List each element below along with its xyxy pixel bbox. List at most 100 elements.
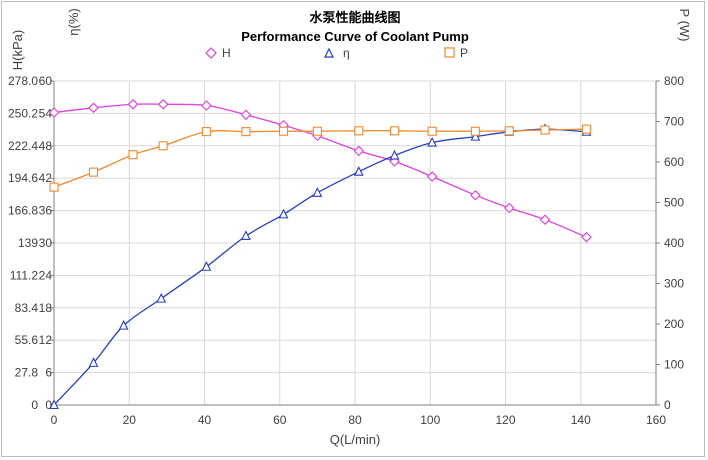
series-line-eta: [53, 128, 587, 406]
data-point-p: [354, 126, 364, 136]
p-tick-label: 100: [664, 358, 684, 372]
legend-label-h: H: [222, 46, 231, 60]
data-point-eta: [353, 165, 364, 176]
data-point-p: [540, 125, 550, 135]
x-tick-label: 160: [646, 413, 666, 427]
eta-tick-label: 6: [45, 366, 52, 380]
x-tick-label: 0: [51, 413, 58, 427]
eta-tick-label: 18: [39, 301, 53, 315]
h-tick-label: 27.8: [15, 366, 39, 380]
p-tick-label: 600: [664, 155, 684, 169]
h-tick-label: 55.6: [15, 333, 39, 347]
eta-tick-label: 60: [39, 74, 53, 88]
eta-tick-label: 12: [39, 333, 53, 347]
p-tick-label: 400: [664, 236, 684, 250]
legend-item-eta: η: [324, 46, 350, 60]
data-point-eta: [156, 292, 167, 303]
data-point-eta: [118, 319, 129, 330]
x-tick-label: 120: [495, 413, 515, 427]
data-point-eta: [49, 399, 59, 410]
data-point-eta: [240, 230, 251, 241]
data-point-p: [49, 182, 59, 192]
y-axis-label-h: H(kPa): [10, 30, 25, 70]
eta-tick-label: 24: [39, 268, 53, 282]
h-tick-label: 166.8: [8, 204, 38, 218]
x-tick-label: 60: [273, 413, 287, 427]
data-point-eta: [427, 136, 438, 147]
y-axis-label-p: P (W): [677, 9, 692, 42]
data-point-p: [504, 126, 514, 136]
axes: [50, 80, 660, 406]
data-point-p: [128, 150, 138, 160]
data-point-h: [426, 171, 438, 182]
p-tick-label: 500: [664, 196, 684, 210]
data-point-h: [88, 102, 99, 114]
data-point-eta: [470, 130, 481, 141]
legend-marker-eta: [324, 47, 334, 58]
data-point-eta: [201, 261, 212, 271]
data-point-p: [241, 127, 251, 137]
data-point-p: [581, 124, 591, 134]
h-tick-label: 139: [18, 236, 38, 250]
grid: [54, 80, 656, 405]
h-tick-label: 278.0: [8, 74, 38, 88]
data-point-h: [353, 145, 365, 157]
eta-tick-label: 36: [39, 204, 53, 218]
legend: H η P: [205, 46, 468, 60]
h-tick-label: 250.2: [8, 106, 38, 120]
data-point-h: [48, 107, 60, 118]
data-point-p: [201, 127, 211, 137]
data-point-eta: [88, 357, 99, 367]
eta-tick-label: 42: [39, 171, 53, 185]
data-point-p: [470, 126, 480, 136]
p-tick-label: 300: [664, 277, 684, 291]
data-point-h: [201, 100, 212, 111]
data-point-p: [88, 167, 99, 177]
data-point-h: [389, 156, 400, 167]
data-point-h: [581, 231, 592, 243]
eta-tick-label: 48: [39, 139, 53, 153]
h-tick-label: 83.4: [15, 301, 39, 315]
h-tick-label: 111.2: [10, 268, 39, 282]
chart-title: 水泵性能曲线图: [309, 10, 400, 26]
data-point-eta: [312, 187, 323, 197]
x-tick-label: 100: [420, 413, 440, 427]
curves: [53, 103, 587, 406]
eta-tick-label: 30: [39, 236, 53, 250]
legend-label-p: P: [460, 46, 468, 60]
x-tick-label: 20: [123, 413, 137, 427]
data-point-h: [470, 189, 481, 201]
markers: [48, 99, 592, 410]
y-axis-label-eta: η(%): [66, 8, 81, 35]
data-point-p: [278, 126, 289, 136]
data-point-eta: [278, 208, 289, 219]
data-point-p: [312, 126, 322, 136]
legend-marker-h: [205, 47, 217, 59]
x-tick-label: 80: [348, 413, 362, 427]
p-tick-label: 200: [664, 317, 684, 331]
p-tick-label: 700: [664, 115, 684, 129]
data-point-h: [127, 99, 139, 110]
eta-tick-label: 54: [39, 106, 53, 120]
x-tick-label: 40: [198, 413, 212, 427]
series-line-h: [53, 103, 587, 238]
legend-item-p: P: [444, 46, 468, 60]
legend-item-h: H: [205, 46, 231, 60]
p-tick-label: 800: [664, 74, 684, 88]
x-axis-label: Q(L/min): [330, 432, 381, 447]
legend-marker-p: [444, 47, 455, 58]
x-tick-label: 140: [571, 413, 591, 427]
h-tick-label: 194.6: [8, 171, 38, 185]
data-point-eta: [389, 149, 400, 160]
data-point-p: [427, 126, 437, 136]
h-tick-label: 0: [31, 398, 38, 412]
data-point-h: [240, 109, 252, 121]
chart-subtitle: Performance Curve of Coolant Pump: [241, 29, 469, 44]
data-point-h: [503, 202, 515, 214]
data-point-p: [389, 126, 400, 136]
data-point-h: [539, 214, 551, 225]
h-tick-label: 222.4: [8, 139, 38, 153]
